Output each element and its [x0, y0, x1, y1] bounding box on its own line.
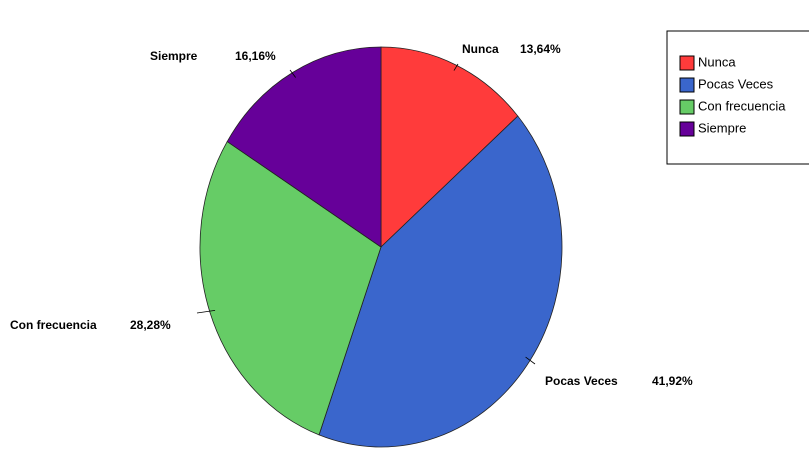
- legend-label: Nunca: [698, 54, 736, 69]
- pie-slice: [199, 140, 382, 436]
- leader-line: [453, 63, 459, 71]
- slice-value-label: 41,92%: [652, 374, 693, 388]
- slice-label: Con frecuencia: [10, 318, 97, 332]
- leader-line: [525, 356, 536, 365]
- pie-slice: [380, 46, 519, 248]
- legend-label: Siempre: [698, 120, 746, 135]
- leader-line: [289, 69, 296, 78]
- legend-swatch: [679, 99, 695, 115]
- legend-swatch: [679, 77, 695, 93]
- legend-label: Pocas Veces: [698, 76, 774, 91]
- legend-box: [666, 30, 809, 165]
- slice-label: Nunca: [462, 42, 499, 56]
- slice-value-label: 16,16%: [235, 49, 276, 63]
- pie-slice: [226, 46, 382, 248]
- slice-label: Siempre: [150, 49, 198, 63]
- slice-value-label: 13,64%: [520, 42, 561, 56]
- slice-label: Pocas Veces: [545, 374, 618, 388]
- legend-label: Con frecuencia: [698, 98, 786, 113]
- legend-swatch: [679, 55, 695, 71]
- slice-value-label: 28,28%: [130, 318, 171, 332]
- leader-line: [196, 310, 216, 314]
- legend-swatch: [679, 121, 695, 137]
